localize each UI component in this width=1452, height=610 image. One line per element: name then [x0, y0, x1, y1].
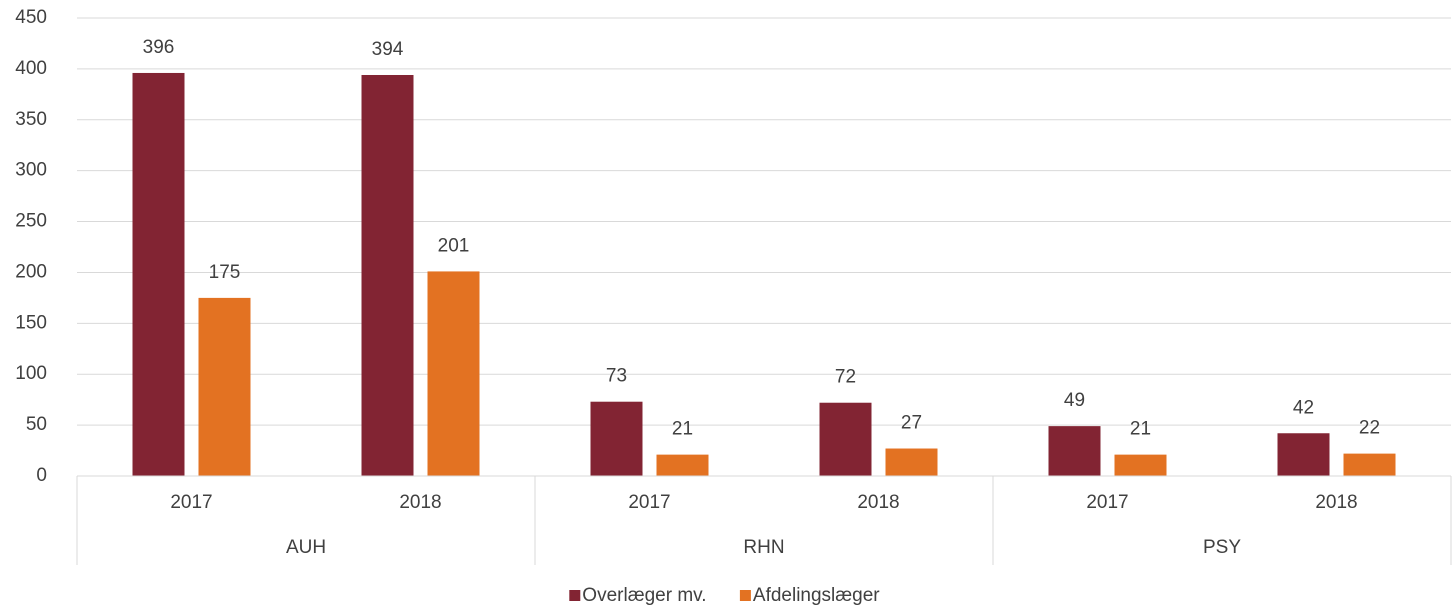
y-tick-label: 100 — [15, 363, 47, 384]
data-label: 27 — [901, 413, 922, 434]
bar — [656, 454, 709, 476]
data-label: 175 — [209, 262, 241, 283]
bar — [427, 271, 480, 476]
bar — [1048, 426, 1101, 476]
y-tick-label: 150 — [15, 312, 47, 333]
x-tick-label: 2018 — [399, 492, 441, 513]
x-tick-label: 2017 — [628, 492, 670, 513]
legend-label: Overlæger mv. — [582, 585, 706, 606]
y-tick-label: 450 — [15, 7, 47, 28]
x-tick-label: 2018 — [857, 492, 899, 513]
y-tick-label: 300 — [15, 160, 47, 181]
bar — [361, 74, 414, 477]
data-label: 22 — [1359, 418, 1380, 439]
data-label: 394 — [372, 39, 404, 60]
y-tick-label: 0 — [36, 465, 47, 486]
data-label: 21 — [672, 419, 693, 440]
legend-label: Afdelingslæger — [753, 585, 880, 606]
y-tick-label: 350 — [15, 109, 47, 130]
legend-swatch — [739, 590, 751, 601]
data-label: 73 — [606, 366, 627, 387]
bar — [198, 297, 251, 476]
data-label: 49 — [1064, 390, 1085, 411]
y-tick-label: 50 — [26, 414, 47, 435]
data-label: 21 — [1130, 419, 1151, 440]
bar — [132, 72, 185, 477]
data-label: 42 — [1293, 397, 1314, 418]
bar — [1343, 453, 1396, 476]
data-label: 201 — [438, 235, 470, 256]
group-label: PSY — [1203, 537, 1241, 558]
group-label: RHN — [743, 537, 784, 558]
bar — [1114, 454, 1167, 476]
data-label: 396 — [143, 37, 175, 58]
y-tick-label: 400 — [15, 58, 47, 79]
bar — [1277, 433, 1330, 476]
legend-swatch — [569, 590, 581, 601]
x-tick-label: 2017 — [1086, 492, 1128, 513]
data-label: 72 — [835, 367, 856, 388]
x-tick-label: 2018 — [1315, 492, 1357, 513]
y-tick-label: 250 — [15, 211, 47, 232]
bar — [590, 401, 643, 476]
bar — [819, 402, 872, 476]
y-tick-label: 200 — [15, 261, 47, 282]
x-tick-label: 2017 — [170, 492, 212, 513]
bar — [885, 448, 938, 476]
group-label: AUH — [286, 537, 326, 558]
